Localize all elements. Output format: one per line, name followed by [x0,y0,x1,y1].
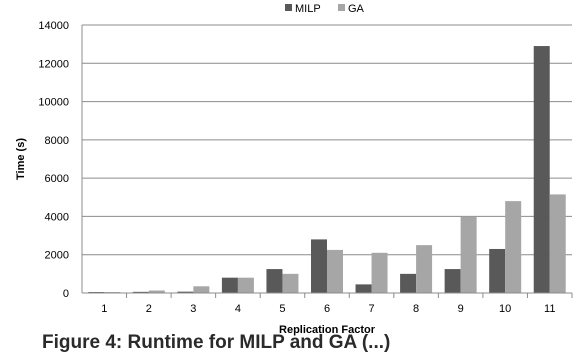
bar-milp-3 [177,291,194,293]
bar-ga-10 [505,201,522,293]
figure-caption: Figure 4: Runtime for MILP and GA (...) [42,332,391,353]
bar-milp-8 [400,273,417,293]
bar-ga-4 [237,277,254,293]
y-tick-label: 0 [63,288,69,300]
y-tick-label: 8000 [45,135,69,147]
bars [88,46,566,293]
y-tick-label: 4000 [45,211,69,223]
x-tick-label: 11 [544,303,555,315]
y-tick-label: 10000 [38,97,69,109]
bar-ga-2 [148,290,165,293]
bar-ga-8 [416,245,433,293]
y-tick-label: 12000 [38,58,69,70]
legend: MILP GA [285,3,365,15]
bar-milp-5 [266,269,283,293]
bar-ga-7 [371,252,388,293]
x-tick-labels: 1 2 3 4 5 6 7 8 9 10 11 [101,303,555,315]
bar-milp-11 [533,46,550,293]
legend-label-ga: GA [348,3,365,15]
bar-milp-10 [489,248,506,293]
y-tick-label: 2000 [45,250,69,262]
bar-ga-3 [193,286,210,293]
chart: MILP GA 02000400060008000100001200014000 … [15,3,573,336]
legend-label-milp: MILP [295,3,321,15]
gridlines [82,24,572,256]
x-tick-label: 5 [279,303,285,315]
bar-ga-11 [549,194,566,293]
x-tick-label: 2 [146,303,152,315]
bar-milp-4 [221,277,238,293]
x-tick-label: 9 [458,303,464,315]
x-tick-label: 10 [499,303,511,315]
bar-ga-5 [282,273,299,293]
y-tick-label: 6000 [45,173,69,185]
y-tick-labels: 0 2000 4000 6000 8000 10000 12000 14000 [38,20,69,300]
y-tick-label: 14000 [38,20,69,32]
x-tick-label: 1 [101,303,107,315]
bar-milp-2 [132,291,149,293]
axes [81,25,573,298]
bar-ga-9 [460,216,477,293]
x-tick-label: 6 [324,303,330,315]
x-tick-label: 7 [368,303,374,315]
x-axis-title: Replication Factor [279,324,376,336]
bar-milp-6 [311,239,327,293]
bar-ga-6 [327,249,343,293]
legend-swatch-ga [338,4,345,11]
x-tick-label: 4 [235,303,241,315]
x-tick-label: 8 [413,303,419,315]
bar-milp-7 [355,284,372,293]
legend-swatch-milp [285,4,292,11]
bar-milp-9 [444,269,461,293]
x-tick-label: 3 [190,303,196,315]
y-axis-title: Time (s) [15,138,27,180]
